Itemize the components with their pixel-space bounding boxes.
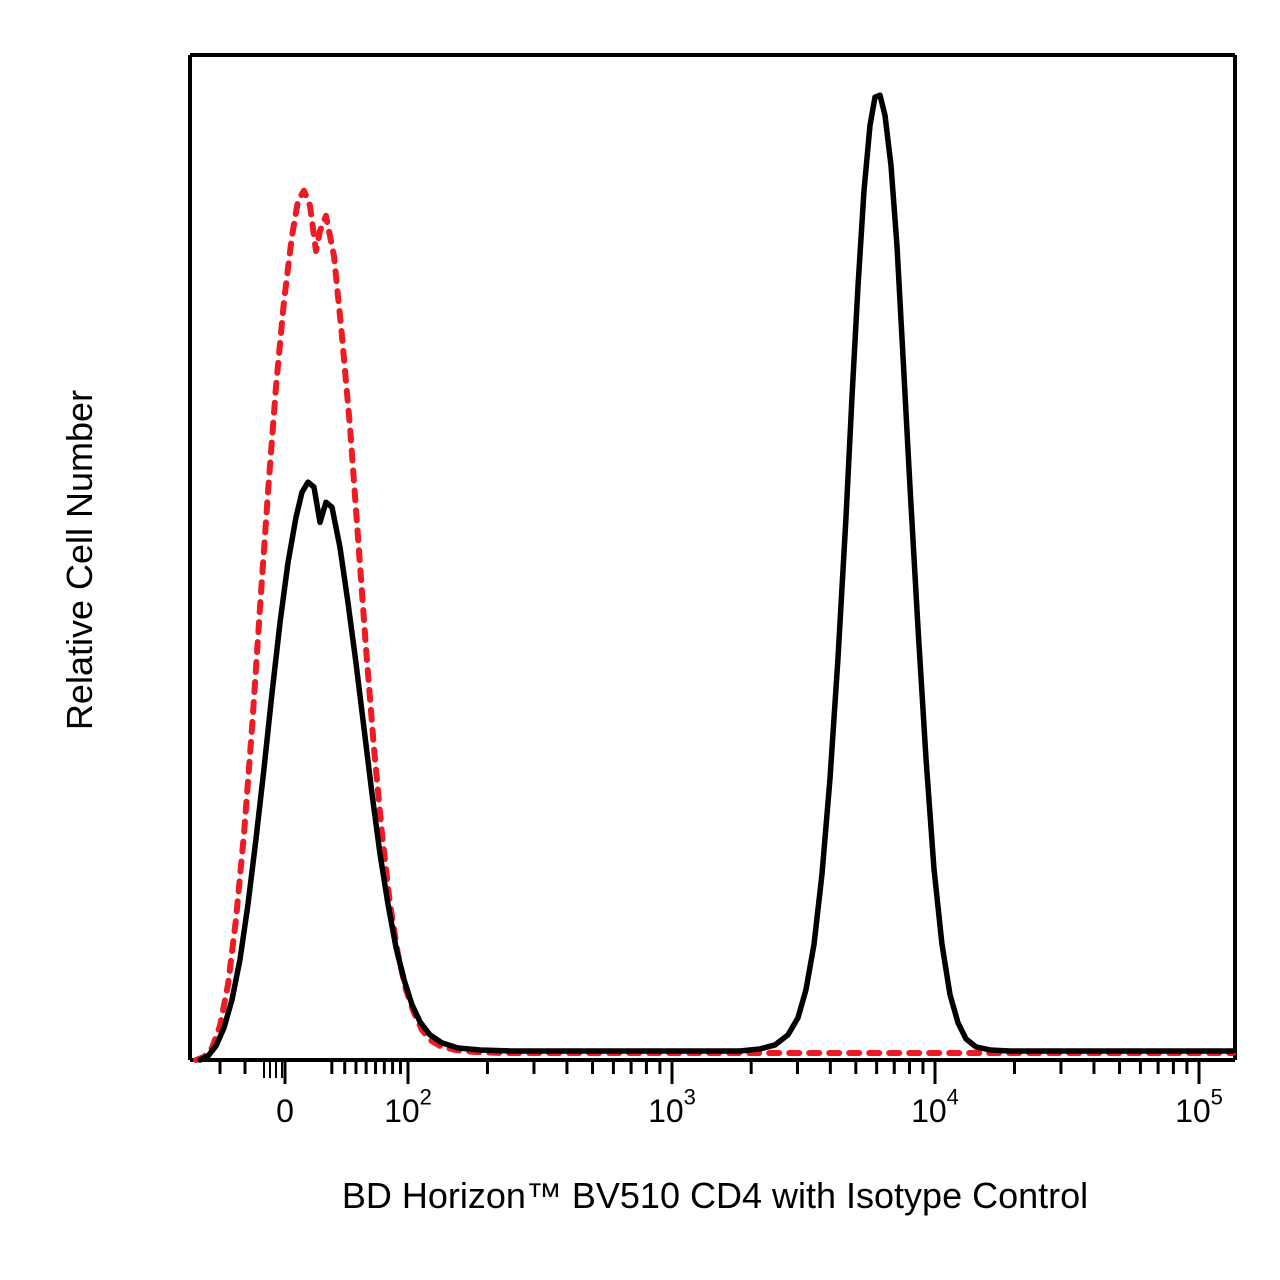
x-tick-label: 103 bbox=[648, 1084, 696, 1129]
chart-container: 0 102 103 104 105 Relative Cell Number BD Ho… bbox=[0, 0, 1280, 1280]
x-axis-label-text: BD Horizon™ BV510 CD4 with Isotype Contr… bbox=[342, 1175, 1088, 1217]
x-axis-label: BD Horizon™ BV510 CD4 with Isotype Contr… bbox=[0, 1175, 1280, 1217]
x-tick-label: 104 bbox=[911, 1084, 959, 1129]
histogram-plot: 0 102 103 104 105 bbox=[0, 0, 1280, 1280]
y-axis-label: Relative Cell Number bbox=[59, 390, 101, 730]
series-cd4-stained bbox=[200, 95, 1233, 1060]
x-tick-label: 102 bbox=[384, 1084, 432, 1129]
x-tick-label: 105 bbox=[1175, 1084, 1223, 1129]
x-tick-label: 0 bbox=[276, 1093, 294, 1129]
y-axis-label-text: Relative Cell Number bbox=[59, 390, 100, 730]
